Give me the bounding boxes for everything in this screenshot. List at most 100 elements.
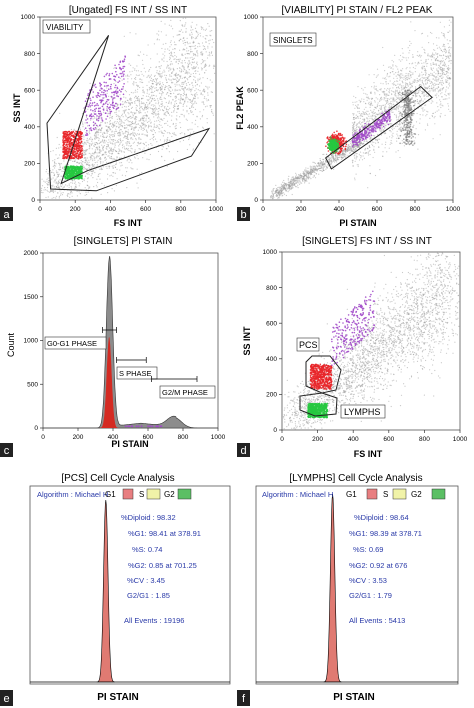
cloud-dot [157,112,159,114]
cloud-dot [100,131,102,133]
cloud-dot [141,108,143,110]
cloud-dot [214,72,216,74]
cloud-dot [179,102,181,104]
cloud-dot [161,148,163,150]
cloud-dot [113,190,115,192]
cloud-dot [279,195,281,197]
red-dot [68,130,70,133]
cloud-dot [191,106,193,108]
cloud-dot [79,128,81,130]
cloud-dot [196,94,198,96]
cloud-dot [178,58,180,60]
cloud-dot [91,143,93,145]
cloud-dot [288,185,290,187]
cloud-dot [123,145,125,147]
cloud-dot [200,63,202,65]
cloud-dot [183,67,185,69]
cloud-dot [165,101,167,104]
red-dot [62,132,64,135]
cloud-dot [106,178,109,180]
cloud-dot [138,55,140,57]
cloud-dot [138,137,140,139]
cloud-dot [136,145,138,147]
cloud-dot [191,105,193,107]
cloud-dot [160,130,162,132]
cloud-dot [111,153,114,155]
cloud-dot [142,95,144,97]
cloud-dot [99,173,101,175]
cloud-dot [151,82,153,85]
cloud-dot [176,81,178,83]
cloud-dot [278,190,280,192]
red-dot [81,155,83,157]
cloud-dot [200,51,202,54]
cloud-dot [137,123,139,125]
cloud-dot [182,95,184,97]
cloud-dot [53,197,55,199]
cloud-dot [208,86,210,88]
cloud-dot [335,160,337,162]
purple-dot [108,88,110,90]
cloud-dot [295,179,297,181]
cloud-dot [185,22,187,24]
cloud-dot [189,89,191,91]
cloud-dot [210,91,212,93]
cloud-dot [169,79,171,81]
cloud-dot [192,53,194,55]
purple-dot [92,96,94,98]
panel-b-title: [VIABILITY] PI STAIN / FL2 PEAK [282,5,433,16]
cloud-dot [73,160,75,162]
cloud-dot [308,182,310,184]
cloud-dot [99,178,101,180]
cloud-dot [97,152,99,154]
cloud-dot [112,149,114,151]
cloud-dot [160,77,162,79]
cloud-dot [148,103,150,105]
cloud-dot [301,182,303,184]
green-dot [73,167,76,170]
cloud-dot [298,180,300,182]
cloud-dot [126,119,128,121]
cloud-dot [197,89,199,91]
cloud-dot [152,109,154,111]
cloud-dot [165,115,167,117]
cloud-dot [311,170,314,172]
cloud-dot [204,106,207,108]
cloud-dot [134,133,136,135]
cloud-dot [100,168,103,170]
cloud-dot [55,163,57,165]
cloud-dot [171,63,173,65]
cloud-dot [96,178,98,180]
cloud-dot [200,82,202,84]
cloud-dot [114,142,116,144]
cloud-dot [99,156,101,159]
cloud-dot [116,118,118,120]
cloud-dot [140,106,142,108]
cloud-dot [282,192,285,194]
cloud-dot [202,48,205,51]
cloud-dot [106,129,108,132]
purple-dot [118,89,121,91]
cloud-dot [162,53,164,55]
cloud-dot [142,133,144,135]
cloud-dot [448,108,450,110]
cloud-dot [154,111,156,113]
cloud-dot [145,141,147,143]
cloud-dot [166,109,168,111]
cloud-dot [46,189,48,191]
cloud-dot [158,124,160,126]
red-dot [74,133,76,135]
cloud-dot [174,54,176,57]
cloud-dot [115,158,118,160]
cloud-dot [84,168,86,170]
cloud-dot [210,35,212,37]
cloud-dot [110,116,112,119]
cloud-dot [170,93,172,95]
cloud-dot [115,163,117,166]
cloud-dot [181,83,183,85]
cloud-dot [85,168,87,170]
cloud-dot [335,156,337,158]
cloud-dot [193,68,195,70]
cloud-dot [384,109,386,111]
cloud-dot [358,146,360,148]
